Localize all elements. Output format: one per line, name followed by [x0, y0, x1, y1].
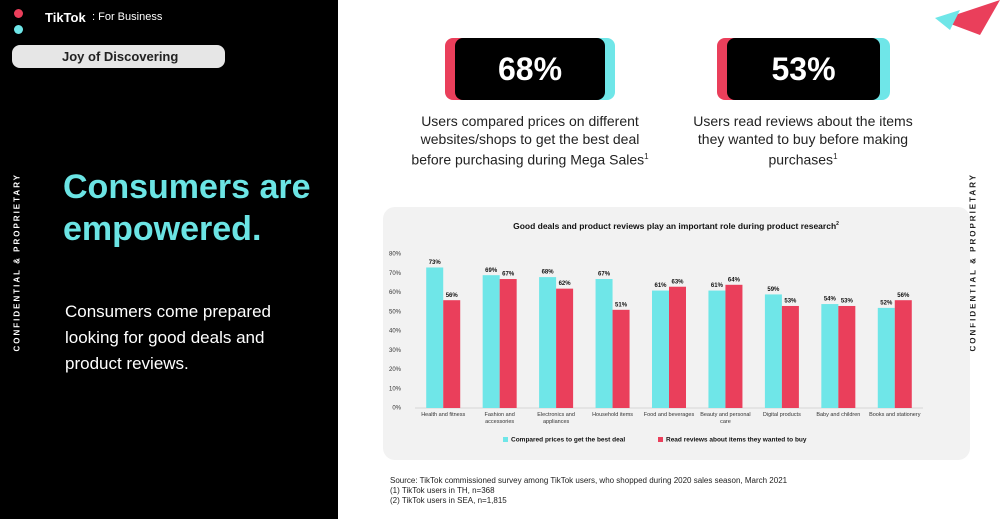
y-tick-label: 60% — [389, 290, 402, 296]
y-tick-label: 0% — [392, 406, 401, 412]
y-tick-label: 20% — [389, 367, 402, 373]
source-line: (1) TikTok users in TH, n=368 — [390, 486, 495, 495]
bar — [669, 286, 686, 408]
legend-swatch — [503, 437, 508, 442]
y-tick-label: 50% — [389, 309, 402, 315]
value-label: 63% — [671, 279, 684, 285]
value-label: 61% — [654, 283, 667, 289]
bar — [499, 279, 517, 408]
x-tick-wrap: Electronics and appliances — [537, 412, 575, 425]
x-tick-wrap: Household items — [592, 412, 634, 418]
value-label: 54% — [824, 297, 837, 303]
footnote: 2 — [836, 221, 839, 227]
y-tick-label: 40% — [389, 329, 402, 335]
x-tick-label: Beauty and personal care — [700, 412, 751, 425]
value-label: 56% — [446, 293, 459, 299]
bar — [482, 275, 500, 408]
y-tick-label: 10% — [389, 386, 402, 392]
bar — [877, 307, 895, 408]
x-tick-wrap: Digital products — [762, 412, 801, 418]
footnote: 1 — [833, 152, 838, 161]
bar — [764, 294, 782, 408]
value-label: 67% — [502, 272, 515, 278]
legend-label: Read reviews about items they wanted to … — [666, 437, 807, 444]
chart-title: Good deals and product reviews play an i… — [513, 221, 839, 231]
stat-value: 53% — [727, 38, 880, 100]
legend-label: Compared prices to get the best deal — [511, 437, 625, 444]
value-label: 67% — [598, 272, 611, 278]
stat-value: 68% — [455, 38, 605, 100]
x-tick-wrap: Books and stationery — [869, 412, 921, 418]
x-tick-wrap: Health and fitness — [421, 412, 466, 418]
bar — [556, 288, 574, 408]
bar — [781, 305, 799, 408]
source-line: Source: TikTok commissioned survey among… — [390, 476, 788, 485]
bar — [652, 290, 669, 408]
legend-swatch — [658, 437, 663, 442]
bar — [821, 304, 839, 408]
value-label: 69% — [485, 268, 498, 274]
caption-text: Users compared prices on different websi… — [411, 113, 645, 168]
body-text: Consumers come prepared looking for good… — [65, 302, 271, 373]
dot — [14, 9, 23, 18]
bar — [595, 279, 613, 408]
value-label: 53% — [784, 299, 797, 305]
title-text: Good deals and product reviews play an i… — [513, 221, 836, 231]
dot — [14, 25, 23, 34]
bar — [539, 277, 557, 408]
value-label: 56% — [897, 293, 910, 299]
source: Source: TikTok commissioned survey among… — [390, 476, 787, 506]
chart: Good deals and product reviews play an i… — [389, 221, 923, 444]
section-pill: Joy of Discovering — [12, 45, 225, 68]
x-tick-wrap: Beauty and personal care — [700, 412, 751, 425]
value-label: 59% — [767, 287, 780, 293]
value-label: 62% — [559, 281, 572, 287]
x-tick-label: Digital products — [762, 412, 801, 418]
bar — [426, 267, 444, 408]
footnote: 1 — [644, 152, 649, 161]
x-tick-label: Health and fitness — [421, 412, 466, 418]
brand-suffix-text: For Business — [98, 11, 163, 23]
bar — [725, 284, 743, 408]
brand: TikTok — [45, 10, 86, 25]
x-tick-label: Electronics and appliances — [537, 412, 575, 425]
x-tick-wrap: Food and beverages — [643, 412, 695, 418]
x-tick-label: Fashion and accessories — [484, 412, 515, 425]
confidential-label: CONFIDENTIAL & PROPRIETARY — [12, 172, 22, 352]
y-tick-label: 70% — [389, 271, 402, 277]
decoration — [935, 0, 1000, 35]
value-label: 73% — [429, 260, 442, 266]
x-tick-label: Food and beverages — [643, 412, 695, 418]
source-line: (2) TikTok users in SEA, n=1,815 — [390, 496, 507, 505]
x-tick-label: Books and stationery — [869, 412, 921, 418]
bar — [708, 290, 726, 408]
value-label: 68% — [542, 270, 555, 276]
value-label: 51% — [615, 302, 628, 308]
x-tick-wrap: Baby and children — [816, 412, 861, 418]
headline: Consumers are empowered. — [63, 168, 311, 248]
x-tick-label: Baby and children — [816, 412, 861, 418]
value-label: 64% — [728, 277, 741, 283]
caption-text: Users read reviews about the items they … — [693, 113, 913, 168]
y-tick-label: 30% — [389, 348, 402, 354]
value-label: 61% — [711, 283, 724, 289]
value-label: 52% — [880, 300, 893, 306]
brand-suffix: : For Business — [92, 11, 163, 23]
bar — [612, 309, 630, 408]
stat-caption: Users compared prices on different websi… — [410, 112, 650, 169]
y-tick-label: 80% — [389, 252, 402, 258]
value-label: 53% — [841, 299, 854, 305]
x-tick-label: Household items — [592, 412, 634, 418]
side-panel: TikTok : For Business Joy of Discovering… — [0, 0, 338, 519]
bar — [443, 300, 461, 408]
stat-caption: Users read reviews about the items they … — [683, 112, 923, 169]
bar — [838, 305, 856, 408]
x-tick-wrap: Fashion and accessories — [484, 412, 515, 425]
bar — [894, 300, 912, 408]
